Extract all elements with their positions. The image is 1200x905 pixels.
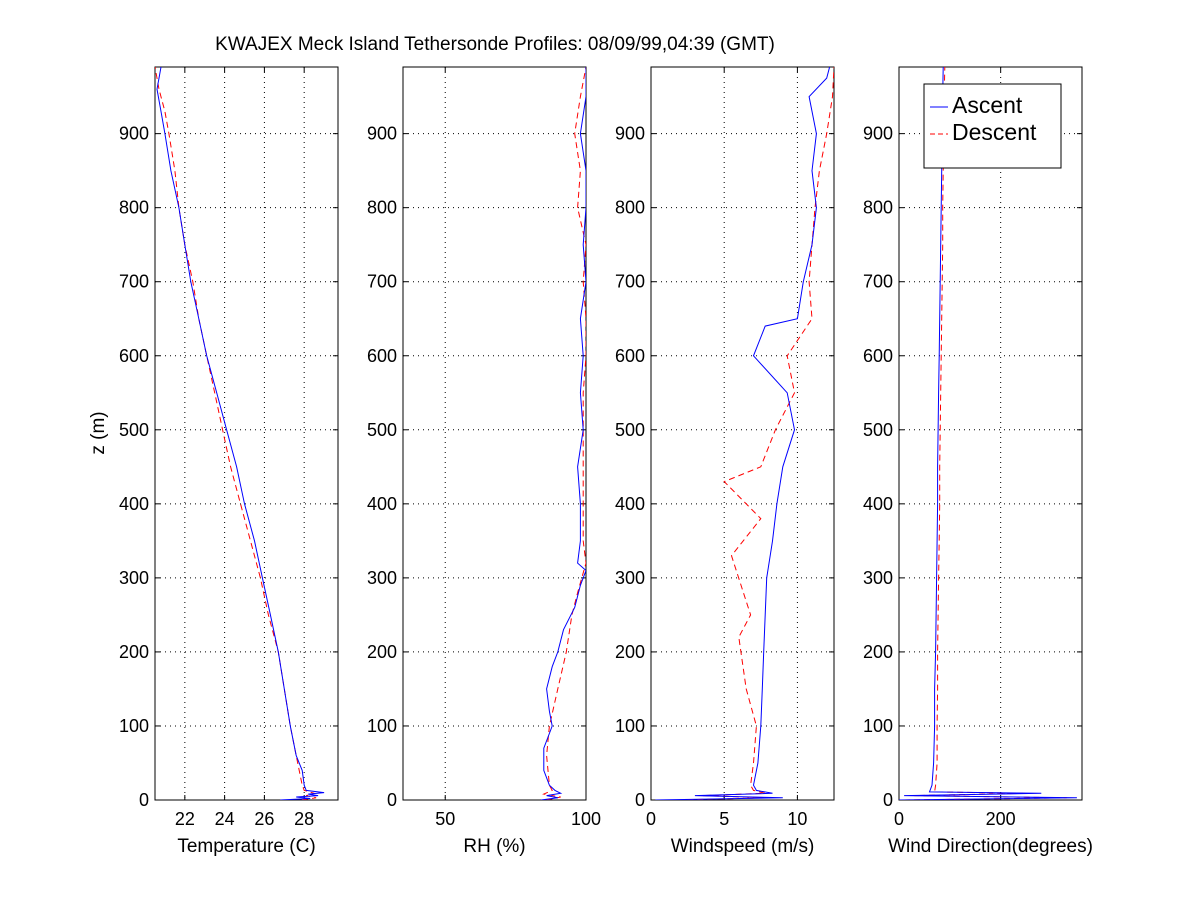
y-tick-label: 0 <box>139 790 149 810</box>
y-tick-label: 300 <box>119 568 149 588</box>
y-tick-label: 500 <box>615 420 645 440</box>
y-tick-label: 500 <box>119 420 149 440</box>
y-tick-label: 100 <box>119 716 149 736</box>
y-tick-label: 600 <box>119 346 149 366</box>
x-tick-label: 24 <box>215 809 235 829</box>
y-tick-label: 400 <box>367 494 397 514</box>
y-tick-label: 800 <box>863 198 893 218</box>
legend-label-descent: Descent <box>952 119 1037 145</box>
panel-4: 0 100 200 300 400 500 600 700 800 900 0 200 Wind Dir… <box>863 66 1093 857</box>
y-tick-label: 700 <box>615 272 645 292</box>
y-tick-label: 0 <box>883 790 893 810</box>
series-line-ascent <box>655 67 831 800</box>
series-line-ascent <box>899 67 1077 800</box>
y-tick-label: 900 <box>119 124 149 144</box>
y-tick-label: 300 <box>615 568 645 588</box>
y-tick-label: 900 <box>615 124 645 144</box>
y-tick-label: 0 <box>635 790 645 810</box>
x-tick-label: 200 <box>986 809 1016 829</box>
y-tick-label: 800 <box>367 198 397 218</box>
legend-label-ascent: Ascent <box>952 92 1023 118</box>
y-tick-label: 900 <box>863 124 893 144</box>
legend-box <box>923 83 1062 169</box>
y-tick-label: 700 <box>863 272 893 292</box>
panel-frame <box>402 66 587 801</box>
series-line-descent <box>155 67 317 800</box>
y-tick-label: 400 <box>615 494 645 514</box>
y-tick-label: 300 <box>863 568 893 588</box>
series-line-ascent <box>156 67 325 800</box>
x-tick-label: 0 <box>646 809 656 829</box>
y-tick-label: 600 <box>615 346 645 366</box>
x-tick-label: 0 <box>894 809 904 829</box>
y-tick-label: 800 <box>119 198 149 218</box>
y-tick-label: 800 <box>615 198 645 218</box>
y-tick-label: 100 <box>615 716 645 736</box>
y-axis-label: z (m) <box>88 411 109 454</box>
series-line-ascent <box>540 67 586 800</box>
y-tick-label: 700 <box>367 272 397 292</box>
series-line-descent <box>542 67 586 800</box>
panel-1: 0 100 200 300 400 500 600 700 800 900 22 24 26 28 Temp… <box>119 66 339 857</box>
y-tick-label: 300 <box>367 568 397 588</box>
x-tick-label: 100 <box>571 809 601 829</box>
chart-title: KWAJEX Meck Island Tethersonde Profiles:… <box>215 34 775 55</box>
x-axis-label: Wind Direction(degrees) <box>888 836 1093 857</box>
x-tick-label: 26 <box>254 809 274 829</box>
panel-frame <box>650 66 835 801</box>
y-tick-label: 200 <box>863 642 893 662</box>
y-tick-label: 200 <box>367 642 397 662</box>
x-tick-label: 28 <box>294 809 314 829</box>
y-tick-label: 900 <box>367 124 397 144</box>
x-axis-label: Temperature (C) <box>177 836 315 857</box>
y-tick-label: 100 <box>367 716 397 736</box>
y-tick-label: 100 <box>863 716 893 736</box>
y-tick-label: 500 <box>863 420 893 440</box>
panel-frame <box>154 66 339 801</box>
x-tick-label: 50 <box>435 809 455 829</box>
y-tick-label: 400 <box>119 494 149 514</box>
y-tick-label: 200 <box>119 642 149 662</box>
y-tick-label: 200 <box>615 642 645 662</box>
x-tick-label: 22 <box>175 809 195 829</box>
y-tick-label: 400 <box>863 494 893 514</box>
y-tick-label: 0 <box>387 790 397 810</box>
y-tick-label: 700 <box>119 272 149 292</box>
x-axis-label: RH (%) <box>463 836 525 857</box>
y-tick-label: 600 <box>863 346 893 366</box>
y-tick-label: 600 <box>367 346 397 366</box>
series-line-descent <box>677 67 834 800</box>
x-tick-label: 10 <box>787 809 807 829</box>
panel-2: 0 100 200 300 400 500 600 700 800 900 50 100 RH (%) <box>367 66 601 857</box>
panel-3: 0 100 200 300 400 500 600 700 800 900 0 5 10 Windspee… <box>615 66 835 857</box>
panel-frame <box>898 66 1083 801</box>
x-axis-label: Windspeed (m/s) <box>671 836 815 857</box>
x-tick-label: 5 <box>719 809 729 829</box>
y-tick-label: 500 <box>367 420 397 440</box>
